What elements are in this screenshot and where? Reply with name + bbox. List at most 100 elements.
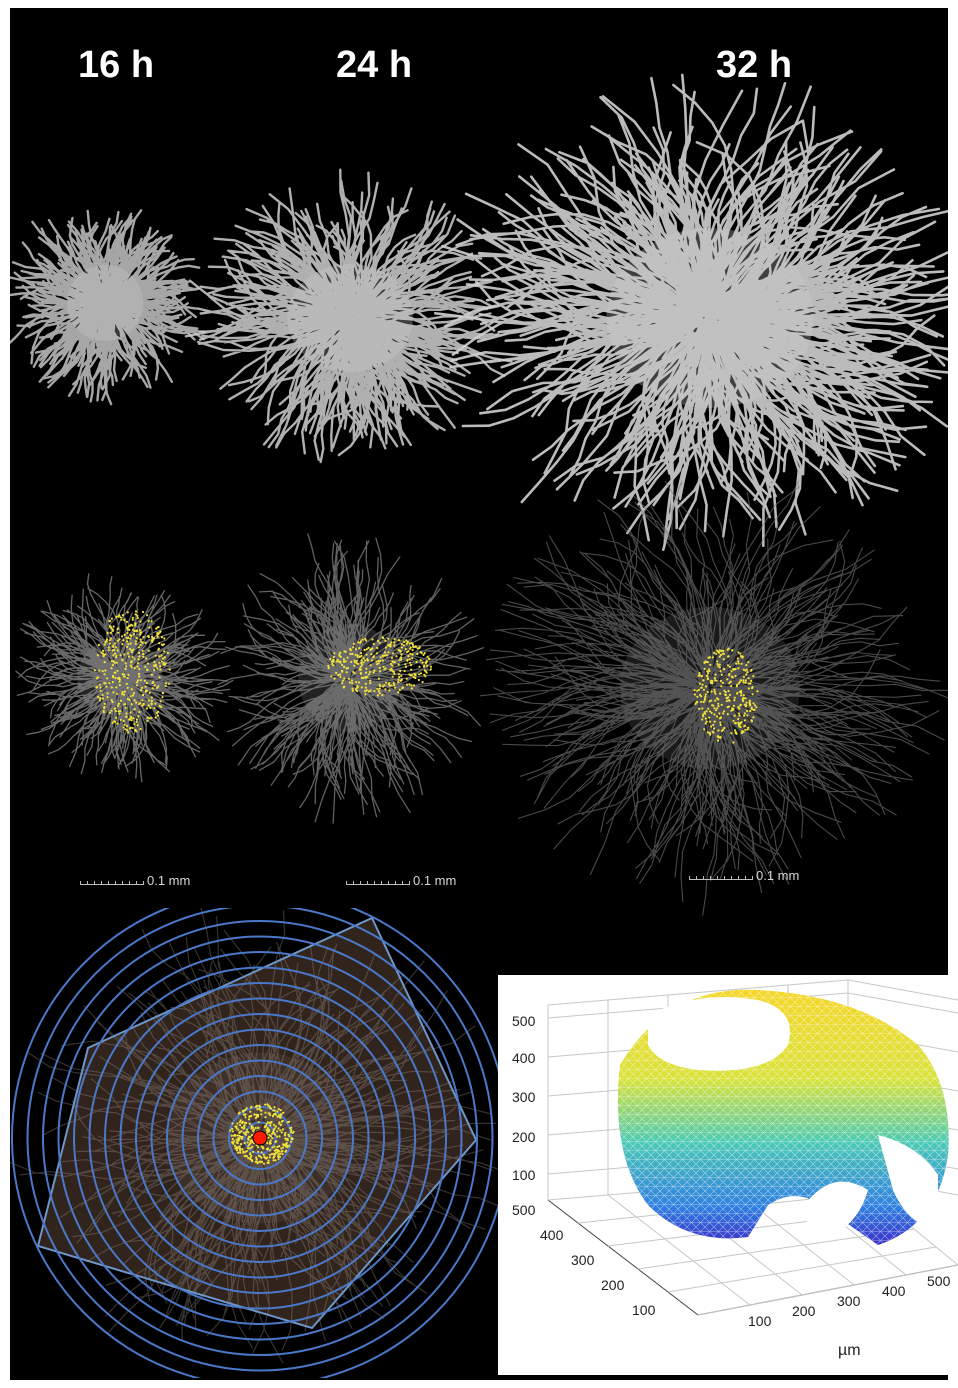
spore-point [706, 691, 709, 694]
spore-point [718, 663, 721, 666]
spore-point [266, 1142, 269, 1145]
spore-point [332, 655, 336, 659]
spore-point [750, 679, 753, 682]
spore-point [264, 1116, 267, 1119]
spore-point [246, 1128, 249, 1131]
spore-point [239, 1123, 242, 1126]
spore-point [98, 683, 101, 686]
spore-point [231, 1138, 234, 1141]
dome-hole [798, 1181, 868, 1237]
spore-point [350, 679, 353, 682]
spore-point [121, 614, 124, 617]
spore-point [712, 723, 715, 726]
spore-point [745, 664, 748, 667]
spore-point [270, 1153, 274, 1156]
mycelium-skeleton-24h [217, 533, 485, 824]
spore-point [285, 1138, 288, 1141]
spore-point [710, 690, 713, 693]
spore-point [133, 708, 136, 711]
spore-point [102, 697, 105, 700]
spore-point [421, 661, 424, 664]
spore-point [106, 632, 109, 635]
spore-point [282, 1111, 285, 1114]
spore-point [349, 652, 352, 656]
spore-point [719, 670, 722, 673]
spore-point [117, 702, 120, 705]
spore-point [241, 1148, 244, 1151]
concentric-rings [11, 908, 509, 1378]
spore-point [241, 1110, 244, 1113]
spore-point [389, 643, 392, 646]
spore-point [106, 677, 109, 680]
spore-point [269, 1149, 272, 1152]
spore-point [160, 654, 163, 657]
spore-point [708, 710, 712, 713]
spore-point [132, 692, 136, 695]
spore-point [408, 673, 411, 676]
spore-point [418, 665, 421, 668]
grid-line [847, 992, 958, 1014]
spore-point [743, 703, 746, 706]
ring [150, 1028, 370, 1248]
spore-point [125, 724, 129, 728]
spore-point [153, 669, 156, 672]
spore-point [278, 1155, 281, 1158]
spore-point [117, 710, 120, 713]
spore-point [126, 640, 129, 643]
spore-point [142, 655, 145, 658]
spore-point [129, 637, 132, 640]
spore-point [359, 672, 363, 675]
spore-point [118, 614, 121, 617]
spore-point [124, 662, 127, 665]
spore-point [156, 714, 159, 717]
spore-point [129, 726, 132, 729]
spore-point [135, 629, 138, 632]
spore-point [276, 1130, 279, 1133]
spore-point [385, 681, 388, 684]
spore-point [269, 1107, 272, 1110]
spore-point [137, 679, 140, 682]
spore-point [714, 692, 717, 695]
spore-point [142, 702, 145, 705]
spore-point [229, 1129, 232, 1132]
spore-point [135, 681, 139, 684]
spore-point [708, 656, 712, 659]
spore-point [362, 657, 365, 660]
spore-point [367, 646, 370, 649]
spore-point [254, 1126, 257, 1130]
spore-point [395, 655, 398, 658]
spore-point [391, 675, 394, 678]
spore-point [698, 688, 701, 691]
spore-point [137, 715, 140, 718]
spore-point [736, 657, 740, 660]
spore-point [163, 656, 166, 659]
spore-point [719, 692, 722, 695]
spore-point [98, 699, 102, 702]
spore-point [273, 1132, 276, 1135]
spore-point [149, 706, 152, 709]
spore-point [118, 684, 121, 687]
spore-point [235, 1127, 238, 1130]
spore-point [370, 647, 373, 651]
spore-point [387, 637, 390, 640]
spore-point [339, 660, 342, 663]
dome-surface [617, 989, 949, 1245]
spore-point [717, 665, 720, 668]
spore-point [742, 668, 745, 671]
spore-point [111, 663, 114, 667]
spore-point [278, 1135, 281, 1138]
spore-point [250, 1159, 254, 1162]
spore-point [341, 663, 344, 667]
spore-point [151, 640, 154, 643]
spore-point [330, 675, 333, 678]
spore-point [245, 1133, 248, 1136]
spore-point [408, 683, 411, 686]
spore-point [109, 711, 112, 714]
spore-point [344, 650, 347, 653]
spore-point [158, 676, 161, 679]
mycelium-surface-32h [433, 73, 948, 551]
spore-point [254, 1160, 257, 1163]
spore-point [362, 676, 365, 679]
ring [57, 935, 463, 1341]
spore-point [145, 707, 148, 710]
